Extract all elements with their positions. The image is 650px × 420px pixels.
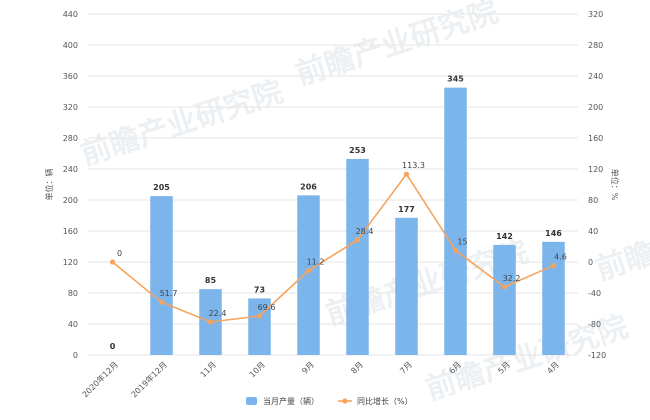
left-tick-label: 440 [63,10,78,19]
watermark-text: 前瞻产业研究院 [77,74,288,172]
right-tick-label: 200 [588,103,603,112]
bar-value-label: 146 [545,229,562,238]
line-point [305,268,312,274]
left-tick-label: 240 [63,165,78,174]
right-tick-label: 80 [588,196,598,205]
bar [150,196,173,355]
bar [248,298,271,355]
right-tick-label: 240 [588,72,603,81]
category-label: 9月 [300,360,316,376]
line-point [109,259,116,265]
category-label: 11月 [199,360,218,379]
bar-data-labels: 0 205 85 73 206 253 177 345 142 146 [110,75,563,351]
bar [346,158,369,355]
bar [297,195,320,355]
bar-value-label: 73 [254,285,265,294]
bar-value-label: 253 [349,146,366,155]
line-point [550,262,557,269]
line-point [207,319,214,325]
line-value-label: 0 [117,249,122,258]
right-tick-label: 320 [588,10,603,19]
legend-bar-label: 当月产量（辆） [263,396,319,406]
bar-value-label: 345 [447,75,464,84]
line-value-label: 11.2 [307,258,325,267]
right-tick-label: -120 [588,351,606,360]
category-label: 10月 [248,360,267,379]
right-tick-label: -40 [588,289,601,298]
line-point [256,313,263,319]
left-tick-label: 360 [63,72,78,81]
line-path [111,172,554,323]
left-tick-label: 80 [68,289,78,298]
right-tick-label: 280 [588,41,603,50]
bar-value-label: 85 [205,276,217,285]
line-value-label: 4.6 [554,253,567,262]
bar [493,244,516,355]
left-tick-label: 120 [63,258,78,267]
bar-value-label: 177 [398,205,415,214]
line-series [109,171,557,325]
line-value-label: 69.6 [258,303,276,312]
line-point [501,284,508,290]
bar-value-label: 142 [496,232,513,241]
bar [395,217,418,355]
right-tick-label: 0 [588,258,593,267]
right-axis-ticks: -120 -80 -40 0 40 80 120 160 200 240 280 320 [588,10,606,360]
line-value-label: 28.4 [356,227,374,236]
category-label: 2019年12月 [129,359,169,399]
left-tick-label: 160 [63,227,78,236]
left-tick-label: 320 [63,103,78,112]
left-tick-label: 40 [68,320,78,329]
line-value-label: 15 [457,237,467,246]
watermark-text: 前瞻产业研究院 [592,189,650,287]
left-tick-label: 200 [63,196,78,205]
right-tick-label: -80 [588,320,601,329]
right-axis-title: 单位：% [610,169,620,201]
category-label: 2020年12月 [80,359,120,399]
line-point [403,171,410,177]
right-tick-label: 120 [588,165,603,174]
bar-value-label: 206 [300,182,317,191]
left-tick-label: 0 [73,351,78,360]
line-data-labels: 0 51.7 22.4 69.6 11.2 28.4 113.3 15 32.2 4.6 [117,161,567,318]
line-point [354,237,361,243]
line-point [452,247,459,253]
legend-line-label: 同比增长（%） [357,396,413,406]
bar [444,87,467,355]
left-tick-label: 400 [63,41,78,50]
bar-value-label: 205 [153,183,170,192]
line-point [158,299,165,305]
legend[interactable]: 当月产量（辆） 同比增长（%） [246,396,413,406]
line-value-label: 32.2 [503,274,521,283]
right-tick-label: 160 [588,134,603,143]
bar [542,241,565,355]
legend-bar-swatch [246,397,257,405]
category-label: 7月 [398,360,414,376]
left-axis-ticks: 0 40 80 120 160 200 240 280 320 360 400 440 [63,10,78,360]
line-value-label: 113.3 [402,161,425,170]
left-axis-title: 单位：辆 [44,169,54,201]
left-tick-label: 280 [63,134,78,143]
line-value-label: 51.7 [160,289,178,298]
bar-value-label: 0 [110,342,116,351]
right-tick-label: 40 [588,227,598,236]
category-label: 8月 [349,360,365,376]
line-value-label: 22.4 [209,309,227,318]
legend-line-marker [342,398,348,404]
